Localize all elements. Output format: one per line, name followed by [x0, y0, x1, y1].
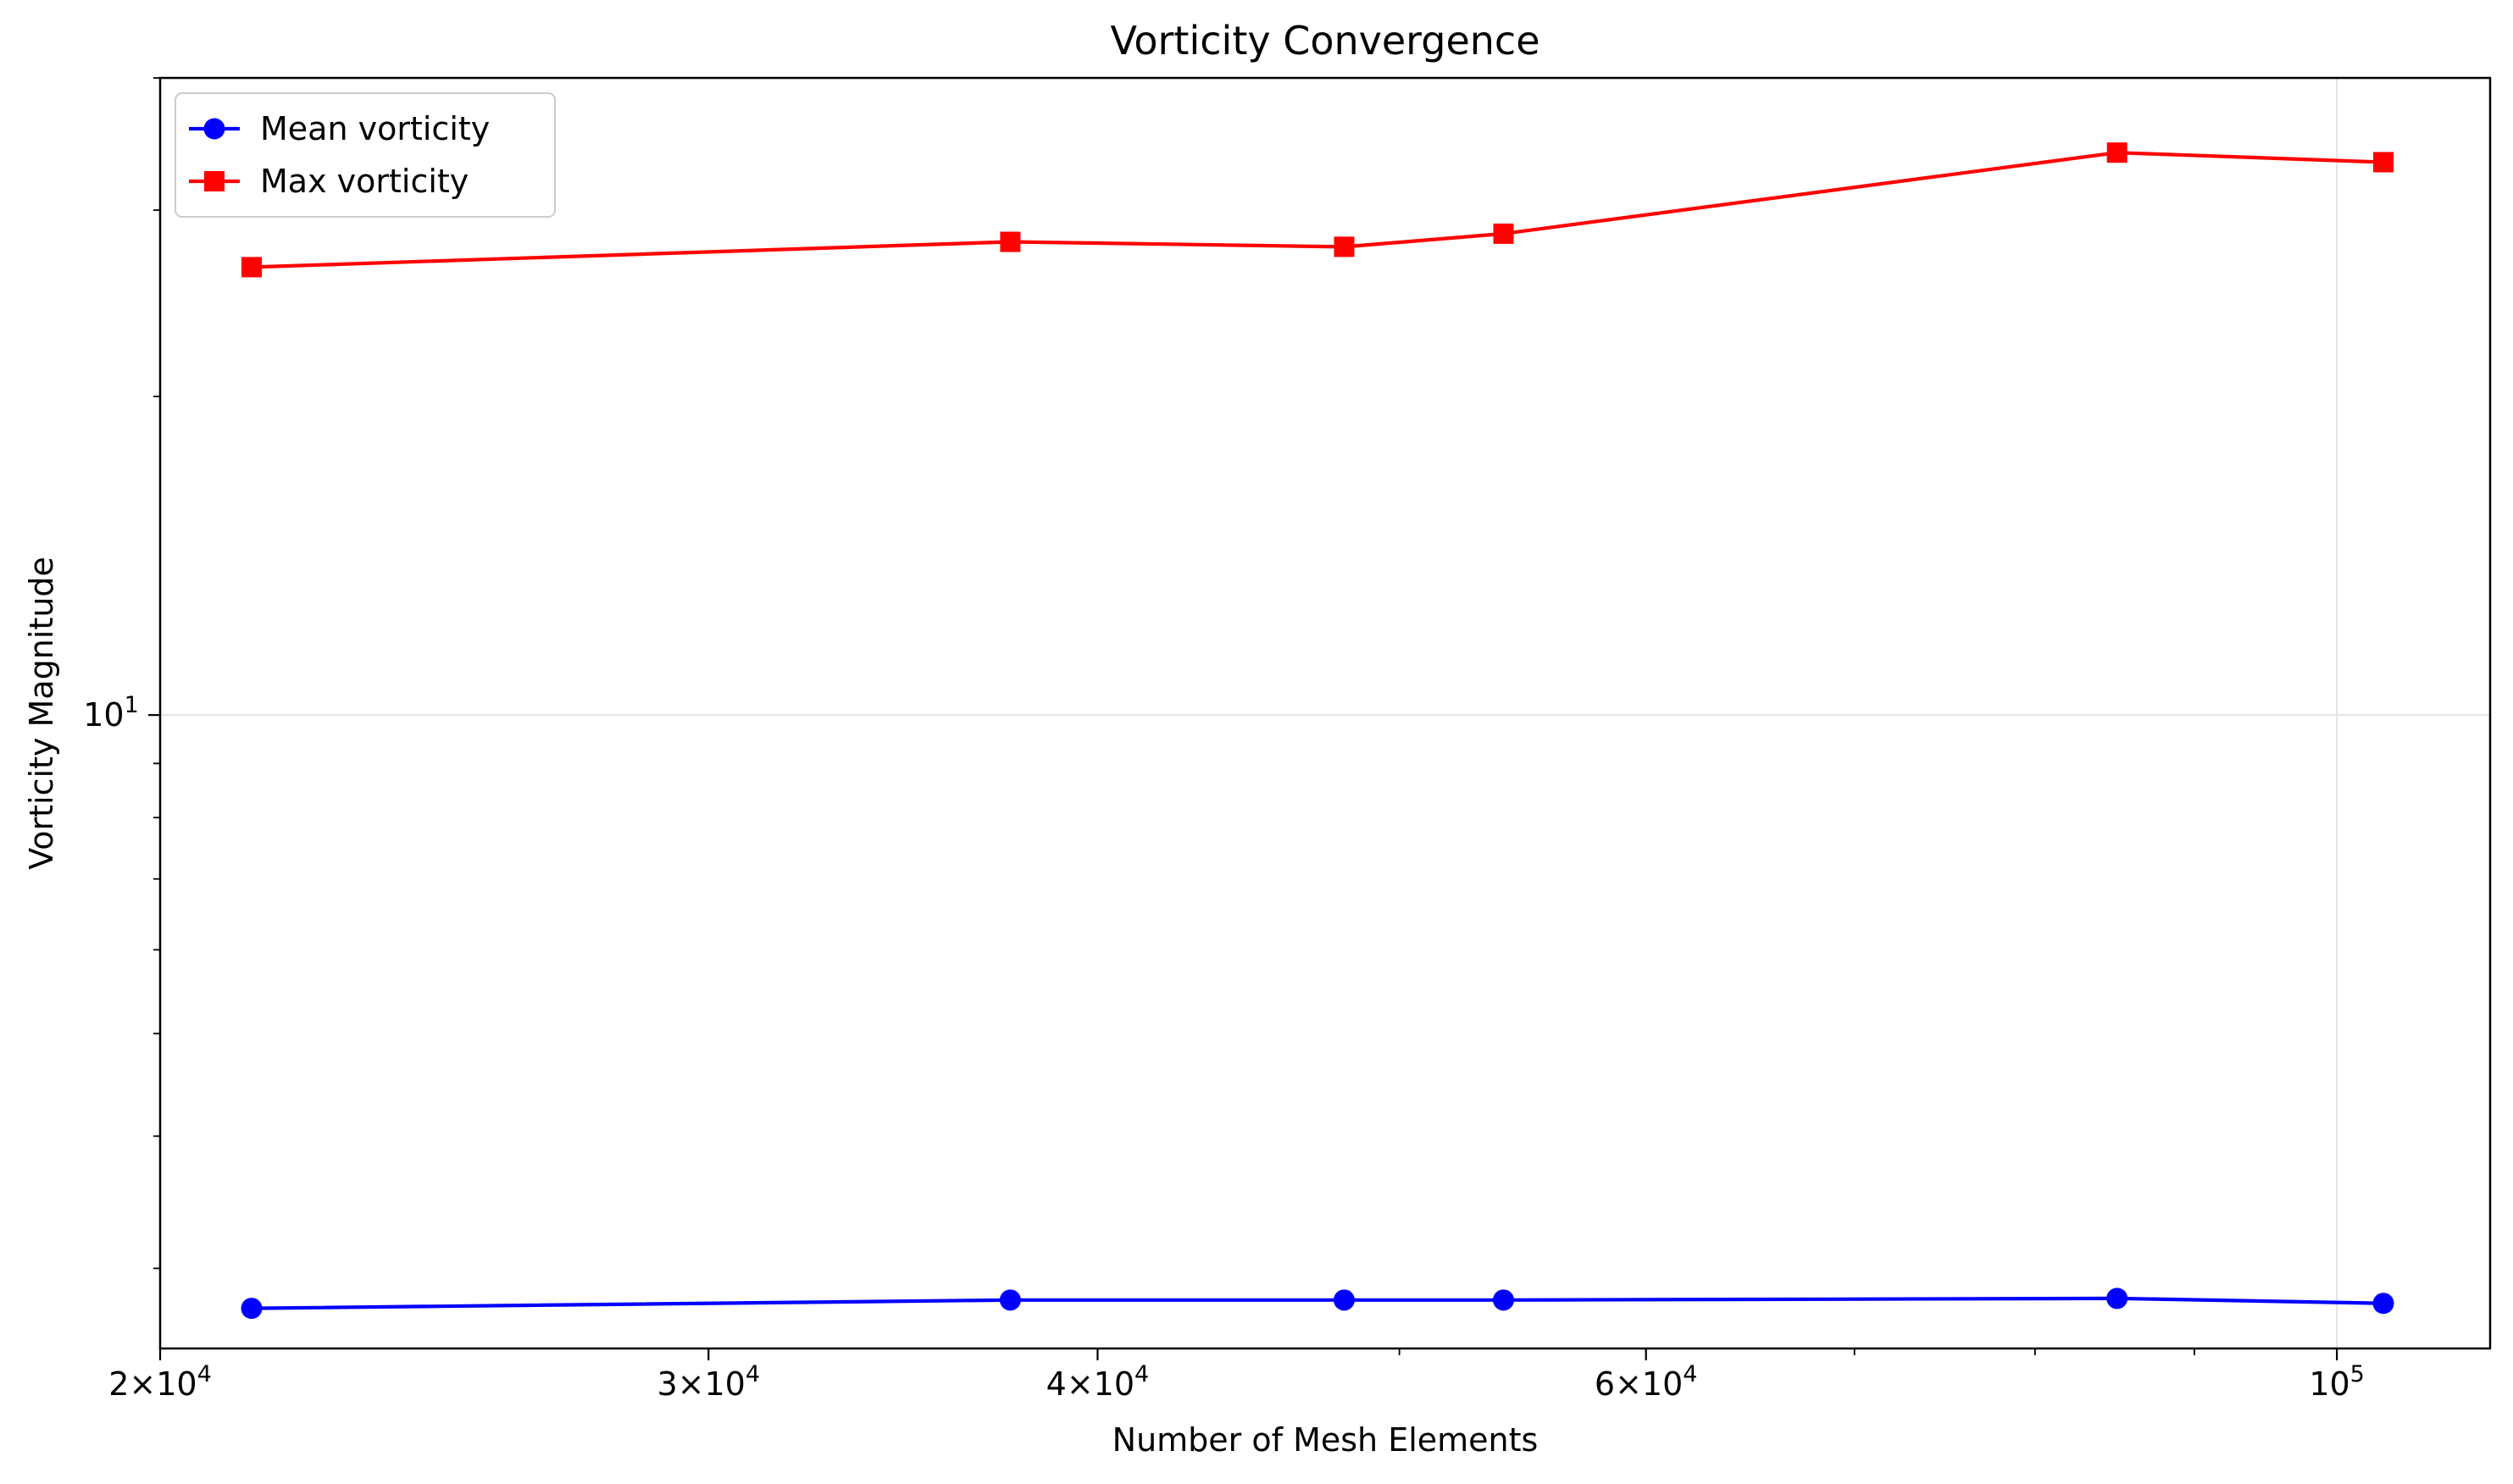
x-tick-label: 3×104: [657, 1361, 760, 1403]
data-point: [1333, 1289, 1355, 1311]
data-point: [2373, 152, 2394, 173]
legend-marker: [204, 171, 225, 191]
plot-series: [241, 142, 2394, 1320]
legend-label: Mean vorticity: [260, 110, 490, 147]
plot-frame: [158, 76, 2492, 1350]
data-point: [2106, 1287, 2128, 1310]
x-tick-label: 6×104: [1595, 1361, 1698, 1403]
legend-label: Max vorticity: [260, 163, 469, 200]
data-point: [241, 257, 263, 278]
series-2: [241, 142, 2394, 278]
data-point: [241, 1298, 263, 1320]
y-axis-label: Vorticity Magnitude: [23, 556, 60, 870]
legend-marker: [203, 118, 225, 140]
x-tick-label: 2×104: [108, 1361, 212, 1403]
x-tick-label: 4×104: [1046, 1361, 1150, 1403]
data-point: [1492, 1289, 1514, 1311]
gridlines: [160, 78, 2490, 1348]
series-line: [251, 151, 2384, 269]
series-line: [251, 1296, 2384, 1310]
data-point: [2106, 142, 2127, 163]
data-point: [1493, 223, 1514, 244]
axis-ticks: 2×104 3×104 4×104 6×104 105 101: [83, 77, 2365, 1403]
x-axis-label: Number of Mesh Elements: [1112, 1421, 1539, 1459]
x-tick-label: 105: [2309, 1361, 2365, 1403]
legend-box: [175, 92, 556, 218]
legend: Mean vorticity Max vorticity: [175, 92, 556, 218]
chart-title: Vorticity Convergence: [1110, 18, 1539, 64]
data-point: [999, 1289, 1021, 1311]
data-point: [2372, 1293, 2394, 1315]
data-point: [1000, 231, 1021, 252]
series-1: [241, 1287, 2394, 1320]
data-point: [1334, 236, 1355, 257]
y-tick-label: 101: [83, 692, 139, 734]
